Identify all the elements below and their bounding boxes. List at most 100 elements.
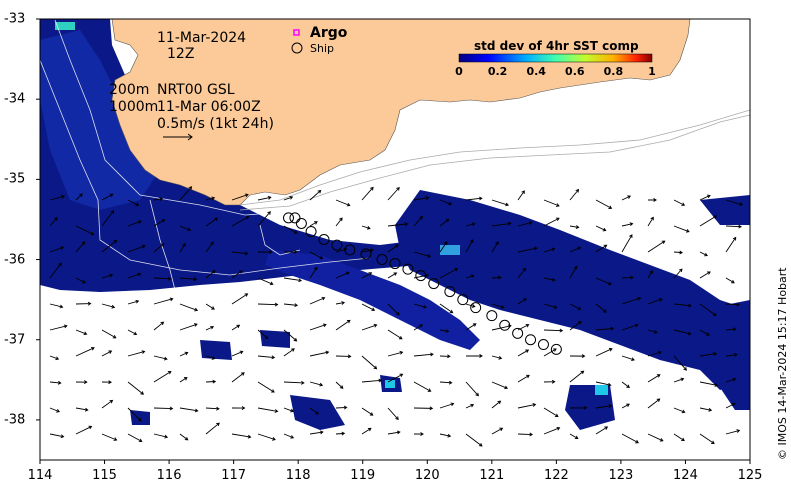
current-vector: [153, 197, 164, 201]
ship-position: [289, 212, 301, 224]
current-vector: [257, 407, 279, 413]
current-vector: [595, 347, 613, 357]
current-vector: [621, 234, 633, 253]
current-vector: [75, 407, 89, 412]
current-vector: [647, 329, 658, 334]
current-vector: [153, 219, 166, 227]
current-vector: [699, 329, 710, 336]
current-vector: [387, 186, 400, 201]
scale-arrow: [163, 133, 193, 141]
current-vector: [101, 210, 115, 227]
current-vector: [647, 198, 657, 202]
current-vector: [439, 433, 452, 438]
current-vector: [491, 381, 509, 390]
current-vector: [231, 324, 241, 331]
current-vector: [413, 251, 432, 258]
sst-high-4: [440, 245, 460, 255]
x-tick-label: 123: [608, 468, 634, 483]
current-vector: [439, 241, 448, 253]
current-vector: [231, 372, 245, 383]
current-vector: [543, 217, 560, 227]
current-vector: [621, 222, 634, 227]
current-vector: [595, 277, 612, 286]
current-vector: [49, 380, 62, 385]
current-vector: [517, 221, 533, 227]
current-vector: [153, 297, 174, 305]
current-vector: [543, 328, 564, 333]
current-vector: [49, 324, 68, 331]
sst-region-west-2: [40, 30, 160, 210]
current-vector: [595, 381, 612, 387]
ship-position: [415, 270, 427, 282]
current-vector: [673, 407, 686, 414]
current-vector: [179, 351, 189, 357]
current-vector: [725, 327, 737, 332]
current-vector: [127, 381, 145, 395]
current-vector: [465, 381, 479, 397]
current-vector: [101, 399, 114, 409]
depth-1000-label: 1000m: [109, 99, 159, 115]
ship-track: [283, 212, 562, 355]
x-tick-marks: [39, 460, 751, 464]
current-vector: [153, 406, 174, 411]
current-vector: [127, 199, 140, 207]
current-vector: [569, 225, 580, 229]
current-vector: [621, 275, 634, 280]
x-tick-label: 122: [543, 468, 569, 483]
current-vector: [257, 302, 279, 307]
current-vector: [517, 190, 525, 201]
ship-position: [360, 248, 372, 260]
current-vector: [621, 403, 630, 409]
current-vector: [387, 244, 399, 253]
current-vector: [387, 329, 403, 340]
current-vector: [309, 350, 330, 357]
current-vector: [231, 293, 249, 305]
ship-position: [331, 239, 343, 251]
y-tick-label: -38: [4, 412, 26, 428]
contour-200m: [54, 19, 750, 216]
current-vector: [75, 241, 86, 253]
current-vector: [49, 246, 65, 253]
current-vector: [647, 216, 654, 227]
current-vector: [699, 352, 718, 357]
sst-patch-s5: [200, 340, 232, 360]
current-vector: [673, 329, 692, 336]
current-vector: [75, 380, 88, 385]
current-vector: [569, 303, 582, 310]
current-vector: [439, 199, 453, 206]
current-vector: [725, 236, 737, 253]
product-label: NRT00 GSL: [157, 82, 235, 98]
ship-position: [428, 278, 440, 290]
current-vector: [335, 319, 351, 331]
sst-high-3: [55, 22, 75, 30]
current-vector: [101, 193, 114, 201]
current-vector: [205, 355, 216, 360]
current-vector: [257, 381, 275, 393]
current-vector: [465, 222, 476, 227]
current-vector: [439, 354, 451, 359]
current-vector: [335, 217, 343, 227]
current-vector: [413, 196, 430, 201]
depth-200-label: 200m: [109, 82, 150, 98]
current-vector: [205, 303, 215, 310]
current-vector: [569, 265, 578, 279]
current-vector: [387, 222, 409, 227]
current-vector: [621, 195, 632, 201]
current-vector: [179, 242, 186, 253]
current-vector: [543, 379, 556, 384]
contour-shelf-2: [239, 114, 750, 211]
current-vector: [179, 433, 189, 441]
current-vector: [439, 402, 455, 409]
current-vector: [595, 326, 615, 331]
current-vector: [595, 404, 613, 409]
current-vector: [699, 251, 708, 257]
current-vector: [75, 346, 95, 357]
current-vector: [179, 225, 192, 232]
current-vector: [465, 403, 475, 409]
current-vector: [49, 194, 66, 201]
sst-region-east-2: [700, 300, 750, 410]
current-vector: [361, 355, 378, 370]
current-vector: [283, 195, 294, 201]
current-vector: [413, 381, 432, 392]
